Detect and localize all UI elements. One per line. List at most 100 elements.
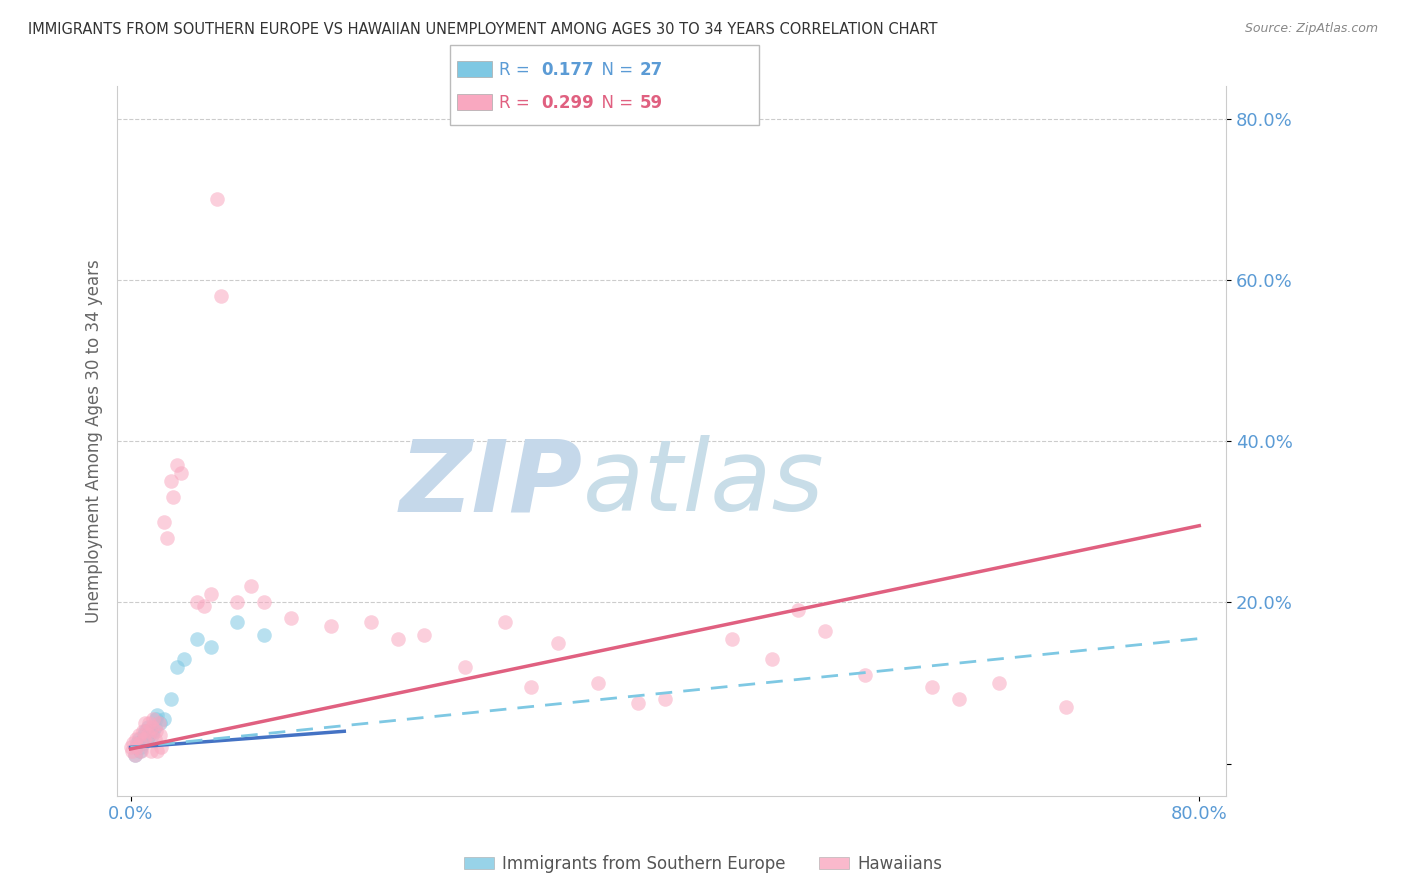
Text: atlas: atlas <box>583 435 824 533</box>
Point <box>121 744 143 758</box>
Point <box>166 458 188 473</box>
Point <box>520 680 543 694</box>
Point <box>1054 700 1077 714</box>
Point <box>142 724 165 739</box>
Point <box>159 475 181 489</box>
Point <box>787 603 810 617</box>
Point <box>280 611 302 625</box>
Point <box>156 531 179 545</box>
Point <box>494 615 516 630</box>
Point <box>129 744 152 758</box>
Point <box>122 736 145 750</box>
Point <box>153 515 176 529</box>
Point <box>209 289 232 303</box>
Point <box>134 724 156 739</box>
Point <box>148 716 170 731</box>
Point <box>720 632 742 646</box>
Point <box>132 728 155 742</box>
Point <box>127 740 149 755</box>
Point <box>153 712 176 726</box>
Point <box>124 748 146 763</box>
Point <box>136 720 159 734</box>
Point <box>146 744 169 758</box>
Point <box>360 615 382 630</box>
Point <box>129 736 152 750</box>
Point <box>131 736 153 750</box>
Point <box>921 680 943 694</box>
Point <box>654 692 676 706</box>
Point <box>145 712 167 726</box>
Point <box>226 615 249 630</box>
Point <box>128 732 150 747</box>
Point <box>124 748 146 763</box>
Legend: Immigrants from Southern Europe, Hawaiians: Immigrants from Southern Europe, Hawaiia… <box>457 848 949 880</box>
Point <box>853 668 876 682</box>
Text: Source: ZipAtlas.com: Source: ZipAtlas.com <box>1244 22 1378 36</box>
Point <box>453 660 475 674</box>
Text: N =: N = <box>591 61 638 78</box>
Text: R =: R = <box>499 61 536 78</box>
Point <box>166 660 188 674</box>
Point <box>193 599 215 614</box>
Point <box>149 716 172 731</box>
Y-axis label: Unemployment Among Ages 30 to 34 years: Unemployment Among Ages 30 to 34 years <box>86 260 103 623</box>
Point <box>138 716 160 731</box>
Point <box>948 692 970 706</box>
Point <box>128 728 150 742</box>
Point <box>413 627 436 641</box>
Point <box>162 491 184 505</box>
Point <box>127 736 149 750</box>
Text: 27: 27 <box>640 61 664 78</box>
Point <box>143 732 166 747</box>
Text: N =: N = <box>591 94 638 112</box>
Point <box>186 632 208 646</box>
Point <box>159 692 181 706</box>
Point <box>239 579 262 593</box>
Point <box>170 467 193 481</box>
Point <box>143 720 166 734</box>
Point <box>627 696 650 710</box>
Point <box>253 627 276 641</box>
Point <box>387 632 409 646</box>
Point <box>814 624 837 638</box>
Point <box>253 595 276 609</box>
Point <box>186 595 208 609</box>
Point <box>319 619 342 633</box>
Point <box>134 716 156 731</box>
Point <box>200 640 222 654</box>
Point <box>761 651 783 665</box>
Point <box>135 724 157 739</box>
Point <box>141 720 163 734</box>
Text: 0.177: 0.177 <box>541 61 593 78</box>
Point <box>141 728 163 742</box>
Point <box>146 708 169 723</box>
Point <box>138 728 160 742</box>
Point <box>125 732 148 747</box>
Text: IMMIGRANTS FROM SOUTHERN EUROPE VS HAWAIIAN UNEMPLOYMENT AMONG AGES 30 TO 34 YEA: IMMIGRANTS FROM SOUTHERN EUROPE VS HAWAI… <box>28 22 938 37</box>
Text: 59: 59 <box>640 94 662 112</box>
Point <box>132 732 155 747</box>
Point <box>145 724 167 739</box>
Point <box>125 740 148 755</box>
Text: 0.299: 0.299 <box>541 94 595 112</box>
Point <box>547 635 569 649</box>
Point <box>120 740 142 755</box>
Point <box>149 728 172 742</box>
Point <box>139 744 162 758</box>
Text: ZIP: ZIP <box>399 435 583 533</box>
Point <box>142 712 165 726</box>
Point <box>135 732 157 747</box>
Point <box>173 651 195 665</box>
Point <box>207 192 229 206</box>
Point <box>226 595 249 609</box>
Point <box>987 676 1010 690</box>
Point <box>131 724 153 739</box>
Text: R =: R = <box>499 94 536 112</box>
Point <box>129 744 152 758</box>
Point <box>136 728 159 742</box>
Point <box>129 740 152 755</box>
Point <box>150 740 173 755</box>
Point <box>586 676 609 690</box>
Point <box>200 587 222 601</box>
Point <box>139 724 162 739</box>
